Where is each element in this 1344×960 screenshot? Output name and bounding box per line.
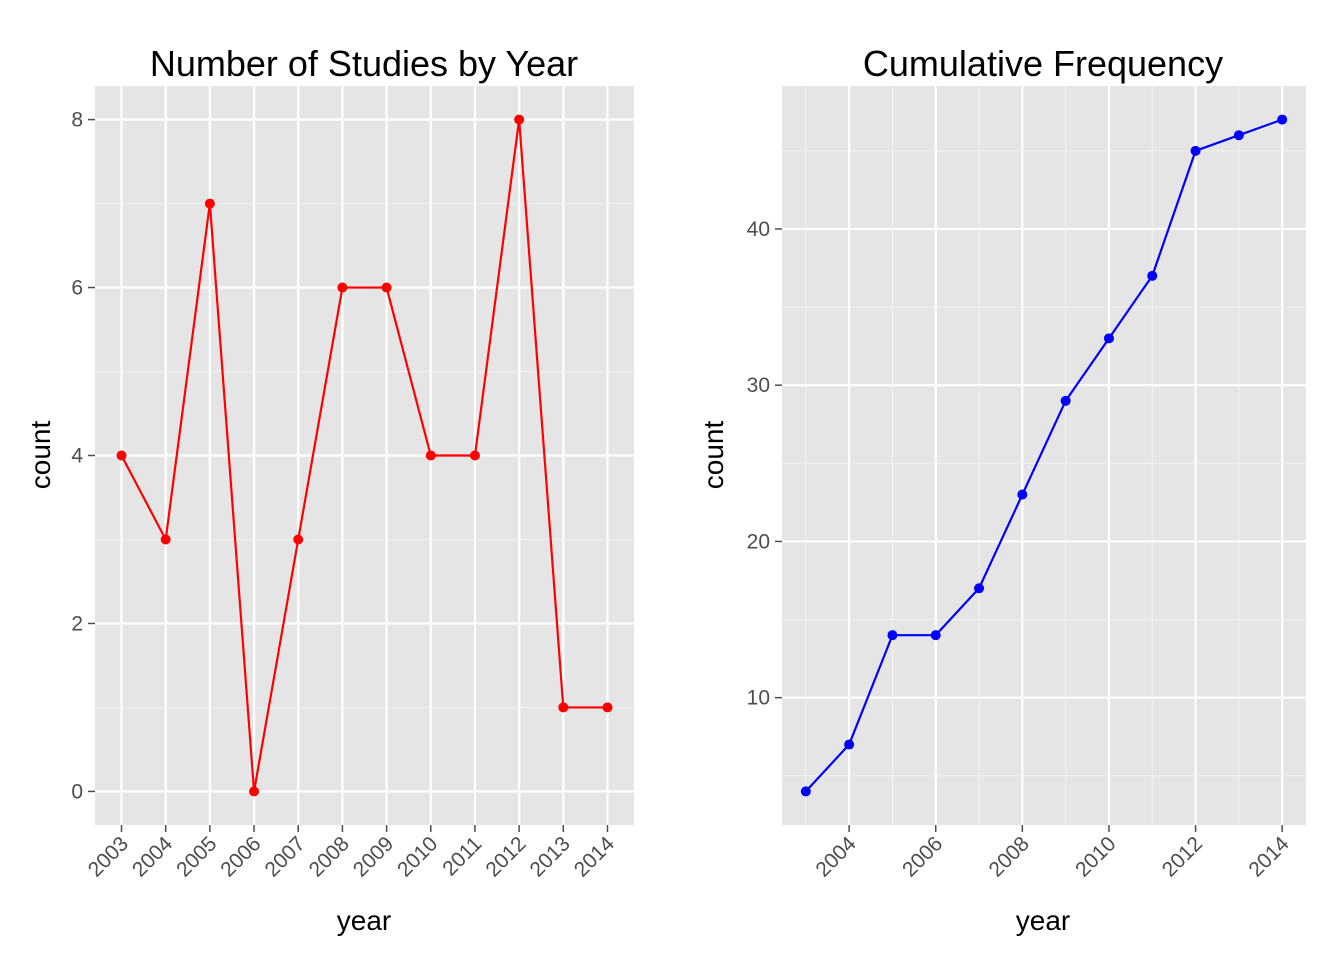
data-point — [974, 583, 985, 594]
grid-lines — [782, 86, 1306, 825]
y-axis-title: count — [698, 421, 729, 490]
data-point — [425, 450, 436, 461]
y-tick-label: 40 — [747, 218, 770, 241]
data-point — [514, 114, 525, 125]
x-tick-label: 2006 — [898, 832, 947, 881]
y-tick-label: 30 — [747, 374, 770, 397]
y-tick-label: 10 — [747, 687, 770, 710]
data-point — [1147, 270, 1158, 281]
x-tick-label: 2010 — [1071, 832, 1120, 881]
data-point — [160, 534, 171, 545]
x-tick-label: 2008 — [305, 832, 354, 881]
data-point — [293, 534, 304, 545]
series-line — [120, 118, 608, 793]
x-tick-label: 2009 — [349, 832, 398, 881]
data-point — [1103, 333, 1114, 344]
data-point — [887, 630, 898, 641]
data-point — [930, 630, 941, 641]
y-tick-label: 4 — [71, 445, 83, 468]
data-point — [204, 198, 215, 209]
data-point — [844, 739, 855, 750]
studies-by-year-panel: Number of Studies by Year 02468200320042… — [25, 43, 634, 936]
data-point — [800, 786, 811, 797]
chart-title: Number of Studies by Year — [150, 43, 578, 84]
x-tick-label: 2005 — [172, 832, 221, 881]
x-tick-label: 2012 — [1158, 832, 1207, 881]
x-tick-label: 2010 — [393, 832, 442, 881]
data-point — [1060, 395, 1071, 406]
data-point — [1277, 114, 1288, 125]
chart-title: Cumulative Frequency — [863, 43, 1223, 84]
x-tick-label: 2011 — [438, 832, 486, 880]
x-tick-label: 2007 — [260, 832, 309, 881]
x-tick-label: 2012 — [481, 832, 530, 881]
x-tick-label: 2014 — [570, 832, 620, 882]
data-point — [469, 450, 480, 461]
y-tick-label: 20 — [747, 530, 770, 553]
data-point — [116, 450, 127, 461]
data-point — [1190, 145, 1201, 156]
x-tick-label: 2004 — [128, 832, 178, 882]
x-axis-title: year — [1016, 905, 1070, 936]
data-point — [249, 786, 260, 797]
x-tick-label: 2013 — [526, 832, 575, 881]
x-tick-label: 2003 — [84, 832, 133, 881]
series-line — [805, 118, 1283, 793]
x-axis-title: year — [337, 905, 391, 936]
plot-background — [782, 86, 1306, 825]
data-point — [602, 702, 613, 713]
series-layer — [116, 114, 613, 797]
x-tick-label: 2008 — [985, 832, 1034, 881]
cumulative-frequency-panel: Cumulative Frequency 10 20 30 40 2004 2006 200… — [698, 43, 1306, 936]
y-tick-label: 2 — [71, 612, 83, 635]
y-tick-label: 8 — [71, 109, 83, 132]
x-tick-label: 2006 — [216, 832, 265, 881]
y-tick-label: 0 — [71, 780, 83, 803]
series-layer — [800, 114, 1288, 797]
data-point — [558, 702, 569, 713]
y-tick-label: 6 — [71, 277, 83, 300]
data-point — [1233, 130, 1244, 141]
data-point — [1017, 489, 1028, 500]
x-tick-label: 2004 — [811, 832, 861, 882]
x-tick-label: 2014 — [1244, 832, 1294, 882]
data-point — [337, 282, 348, 293]
y-axis-title: count — [25, 421, 56, 490]
data-point — [381, 282, 392, 293]
